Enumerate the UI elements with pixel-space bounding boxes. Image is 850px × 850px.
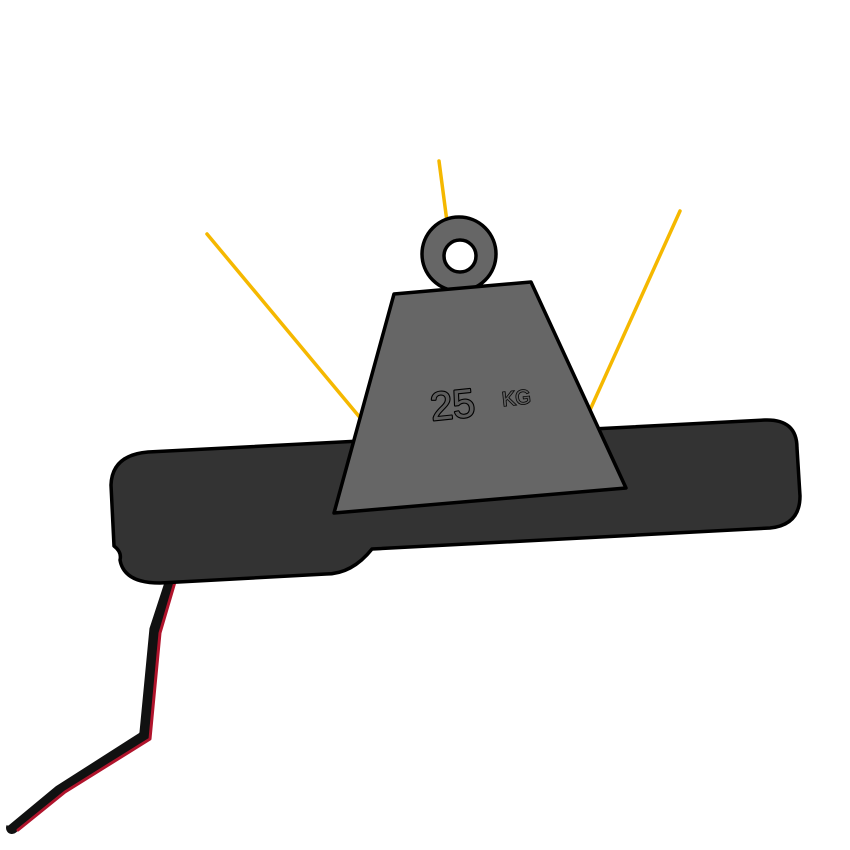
weight-ring-hole [442, 238, 478, 274]
weight-number: 25 [428, 381, 477, 429]
weight-unit: KG [501, 386, 532, 411]
cable-red-wire [16, 580, 177, 832]
weight-label: 25 KG [427, 380, 533, 431]
weight-ring [420, 215, 498, 293]
weight-body [332, 280, 628, 515]
force-ray-right [588, 209, 682, 412]
sensor-cable [6, 572, 177, 834]
force-ray-left [205, 232, 364, 422]
cable-white-wire [6, 577, 166, 826]
cable-sheath [6, 572, 176, 834]
